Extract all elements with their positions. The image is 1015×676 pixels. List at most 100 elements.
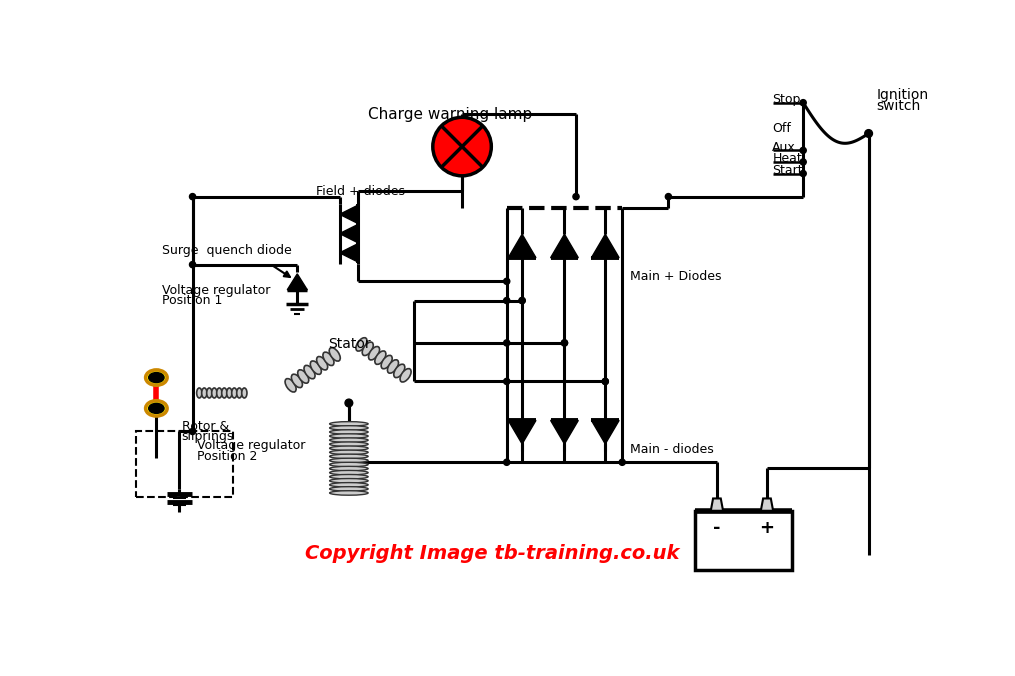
Text: Copyright Image tb-training.co.uk: Copyright Image tb-training.co.uk bbox=[304, 544, 679, 562]
Text: switch: switch bbox=[876, 99, 921, 113]
Ellipse shape bbox=[330, 442, 368, 446]
Circle shape bbox=[800, 170, 806, 176]
Circle shape bbox=[190, 193, 196, 199]
Text: Ignition: Ignition bbox=[876, 88, 929, 102]
Bar bbox=[695, 511, 792, 570]
Ellipse shape bbox=[304, 365, 315, 379]
Ellipse shape bbox=[330, 454, 368, 458]
Circle shape bbox=[665, 193, 672, 199]
Ellipse shape bbox=[197, 388, 202, 398]
Text: Off: Off bbox=[772, 122, 792, 135]
Bar bbox=[136, 431, 233, 497]
Ellipse shape bbox=[330, 466, 368, 470]
Text: sliprings: sliprings bbox=[182, 431, 234, 443]
Polygon shape bbox=[287, 274, 308, 290]
Circle shape bbox=[190, 262, 196, 268]
Ellipse shape bbox=[330, 470, 368, 475]
Circle shape bbox=[800, 147, 806, 153]
Ellipse shape bbox=[330, 422, 368, 426]
Ellipse shape bbox=[394, 364, 405, 378]
Ellipse shape bbox=[231, 388, 236, 398]
Ellipse shape bbox=[329, 347, 340, 361]
Text: Voltage regulator: Voltage regulator bbox=[161, 284, 270, 297]
Polygon shape bbox=[710, 498, 723, 511]
Ellipse shape bbox=[221, 388, 227, 398]
Circle shape bbox=[519, 297, 525, 304]
Text: -: - bbox=[714, 518, 721, 537]
Ellipse shape bbox=[311, 361, 322, 375]
Ellipse shape bbox=[368, 347, 380, 360]
Circle shape bbox=[503, 340, 510, 346]
Ellipse shape bbox=[375, 351, 386, 364]
Ellipse shape bbox=[330, 430, 368, 434]
Text: +: + bbox=[759, 518, 774, 537]
Circle shape bbox=[519, 297, 525, 304]
Ellipse shape bbox=[330, 487, 368, 491]
Ellipse shape bbox=[145, 370, 167, 385]
Ellipse shape bbox=[148, 404, 164, 414]
Ellipse shape bbox=[330, 450, 368, 454]
Ellipse shape bbox=[330, 491, 368, 496]
Circle shape bbox=[619, 459, 625, 465]
Ellipse shape bbox=[226, 388, 232, 398]
Ellipse shape bbox=[382, 356, 392, 369]
Ellipse shape bbox=[207, 388, 212, 398]
Ellipse shape bbox=[297, 370, 309, 383]
Circle shape bbox=[503, 379, 510, 385]
Ellipse shape bbox=[202, 388, 207, 398]
Ellipse shape bbox=[330, 475, 368, 479]
Text: Rotor &: Rotor & bbox=[182, 420, 229, 433]
Circle shape bbox=[503, 297, 510, 304]
Ellipse shape bbox=[145, 401, 167, 416]
Text: Stop: Stop bbox=[772, 93, 801, 106]
Ellipse shape bbox=[330, 479, 368, 483]
Circle shape bbox=[432, 118, 491, 176]
Ellipse shape bbox=[216, 388, 222, 398]
Polygon shape bbox=[509, 234, 536, 258]
Circle shape bbox=[602, 379, 608, 385]
Circle shape bbox=[503, 459, 510, 465]
Text: Voltage regulator: Voltage regulator bbox=[197, 439, 306, 452]
Polygon shape bbox=[340, 224, 358, 243]
Ellipse shape bbox=[236, 388, 242, 398]
Circle shape bbox=[561, 340, 567, 346]
Text: Heat: Heat bbox=[772, 152, 802, 166]
Circle shape bbox=[800, 99, 806, 105]
Polygon shape bbox=[509, 420, 536, 444]
Ellipse shape bbox=[330, 426, 368, 430]
Circle shape bbox=[345, 399, 353, 407]
Polygon shape bbox=[340, 205, 358, 224]
Circle shape bbox=[503, 279, 510, 285]
Polygon shape bbox=[592, 420, 619, 444]
Ellipse shape bbox=[285, 379, 296, 392]
Circle shape bbox=[865, 130, 873, 137]
Text: Stator: Stator bbox=[328, 337, 370, 352]
Ellipse shape bbox=[212, 388, 217, 398]
Polygon shape bbox=[550, 420, 579, 444]
Text: Charge warning lamp: Charge warning lamp bbox=[368, 107, 532, 122]
Polygon shape bbox=[761, 498, 773, 511]
Text: Main + Diodes: Main + Diodes bbox=[630, 270, 722, 283]
Polygon shape bbox=[592, 234, 619, 258]
Ellipse shape bbox=[291, 375, 302, 387]
Text: Aux: Aux bbox=[772, 141, 796, 154]
Ellipse shape bbox=[330, 446, 368, 450]
Circle shape bbox=[602, 379, 608, 385]
Ellipse shape bbox=[400, 368, 411, 382]
Text: Position 1: Position 1 bbox=[161, 294, 222, 307]
Circle shape bbox=[561, 340, 567, 346]
Text: Position 2: Position 2 bbox=[197, 450, 258, 462]
Ellipse shape bbox=[362, 342, 374, 356]
Circle shape bbox=[190, 429, 196, 435]
Ellipse shape bbox=[242, 388, 247, 398]
Ellipse shape bbox=[330, 438, 368, 442]
Polygon shape bbox=[550, 234, 579, 258]
Ellipse shape bbox=[330, 434, 368, 438]
Ellipse shape bbox=[330, 483, 368, 487]
Circle shape bbox=[800, 159, 806, 165]
Text: Main - diodes: Main - diodes bbox=[630, 443, 714, 456]
Ellipse shape bbox=[388, 360, 399, 373]
Ellipse shape bbox=[317, 356, 328, 370]
Polygon shape bbox=[340, 243, 358, 262]
Ellipse shape bbox=[148, 372, 164, 383]
